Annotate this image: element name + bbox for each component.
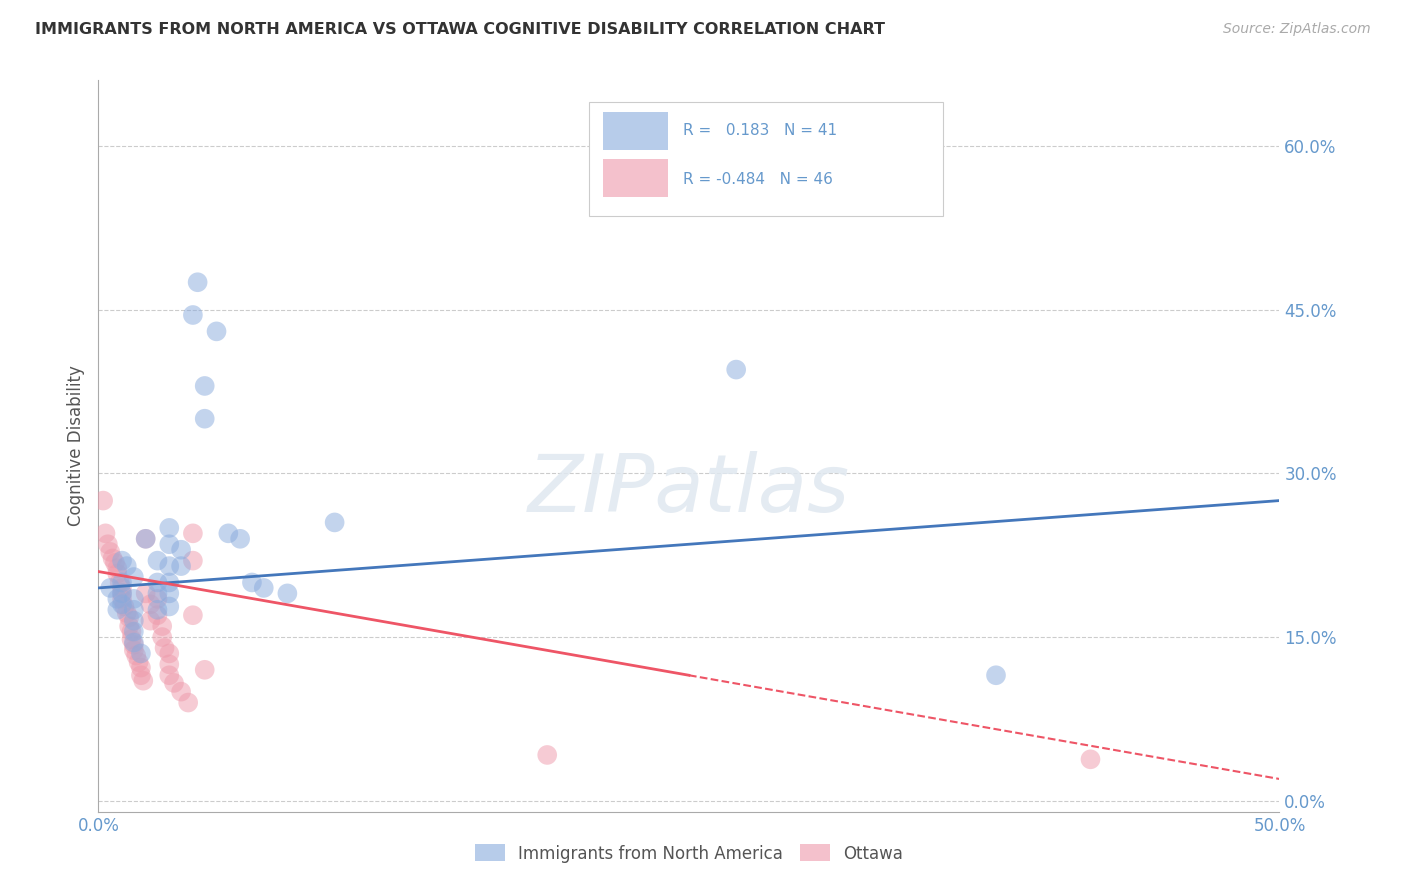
Point xyxy=(276,586,298,600)
Point xyxy=(157,668,180,682)
FancyBboxPatch shape xyxy=(603,160,668,197)
Point xyxy=(1080,752,1102,766)
Point xyxy=(240,575,263,590)
Point xyxy=(111,586,134,600)
Point xyxy=(157,521,180,535)
Point xyxy=(146,575,169,590)
Point xyxy=(122,624,145,639)
Point xyxy=(229,532,252,546)
Point xyxy=(105,561,128,575)
Text: R =   0.183   N = 41: R = 0.183 N = 41 xyxy=(683,122,837,137)
Point xyxy=(170,684,193,698)
Point xyxy=(111,581,134,595)
Legend: Immigrants from North America, Ottawa: Immigrants from North America, Ottawa xyxy=(468,838,910,869)
Y-axis label: Cognitive Disability: Cognitive Disability xyxy=(66,366,84,526)
Point xyxy=(111,586,134,600)
Point xyxy=(122,643,145,657)
Point xyxy=(146,603,169,617)
Point xyxy=(181,308,204,322)
Text: R = -0.484   N = 46: R = -0.484 N = 46 xyxy=(683,171,832,186)
Point xyxy=(104,556,127,570)
Point xyxy=(135,586,157,600)
Point xyxy=(170,542,193,557)
Point xyxy=(146,591,169,606)
Point xyxy=(115,559,138,574)
Point xyxy=(122,638,145,652)
Point xyxy=(111,575,134,590)
Point xyxy=(163,676,186,690)
Point xyxy=(205,324,228,338)
Point xyxy=(112,599,135,614)
Point xyxy=(105,591,128,606)
Point xyxy=(105,566,128,581)
Point xyxy=(111,597,134,611)
Point xyxy=(181,608,204,623)
Point xyxy=(111,554,134,568)
Point xyxy=(253,581,276,595)
Point xyxy=(129,660,152,674)
Point xyxy=(150,619,173,633)
Point xyxy=(129,668,152,682)
Point xyxy=(146,608,169,623)
Point xyxy=(105,603,128,617)
Point xyxy=(122,570,145,584)
Point xyxy=(181,526,204,541)
Point xyxy=(157,599,180,614)
Point xyxy=(157,537,180,551)
Point xyxy=(536,747,558,762)
Point xyxy=(118,610,141,624)
Point xyxy=(153,640,176,655)
Point xyxy=(177,696,200,710)
Point xyxy=(128,655,150,669)
Point xyxy=(157,647,180,661)
Point xyxy=(111,591,134,606)
Point xyxy=(122,591,145,606)
Text: IMMIGRANTS FROM NORTH AMERICA VS OTTAWA COGNITIVE DISABILITY CORRELATION CHART: IMMIGRANTS FROM NORTH AMERICA VS OTTAWA … xyxy=(35,22,886,37)
Point xyxy=(125,648,148,663)
Point xyxy=(181,554,204,568)
Point xyxy=(157,657,180,672)
Point xyxy=(121,624,143,639)
Point xyxy=(122,614,145,628)
Point xyxy=(101,551,124,566)
Point xyxy=(323,516,346,530)
Point xyxy=(118,619,141,633)
Point xyxy=(157,586,180,600)
Point xyxy=(115,606,138,620)
Point xyxy=(194,411,217,425)
Point xyxy=(139,597,162,611)
Point xyxy=(91,493,114,508)
Point xyxy=(129,647,152,661)
Point xyxy=(122,603,145,617)
Point xyxy=(98,545,121,559)
FancyBboxPatch shape xyxy=(589,103,943,216)
Point xyxy=(984,668,1007,682)
Point xyxy=(132,673,155,688)
Point xyxy=(194,663,217,677)
Point xyxy=(146,586,169,600)
Point xyxy=(122,635,145,649)
Text: ZIPatlas: ZIPatlas xyxy=(527,450,851,529)
Point xyxy=(157,559,180,574)
Point xyxy=(157,575,180,590)
Point xyxy=(94,526,117,541)
Point xyxy=(108,575,131,590)
Point xyxy=(150,630,173,644)
Text: Source: ZipAtlas.com: Source: ZipAtlas.com xyxy=(1223,22,1371,37)
Point xyxy=(217,526,239,541)
Point xyxy=(98,581,121,595)
Point xyxy=(725,362,748,376)
Point xyxy=(135,532,157,546)
Point xyxy=(170,559,193,574)
Point xyxy=(97,537,120,551)
Point xyxy=(194,379,217,393)
Point xyxy=(121,632,143,647)
Point xyxy=(135,532,157,546)
FancyBboxPatch shape xyxy=(603,112,668,150)
Point xyxy=(187,275,209,289)
Point xyxy=(146,554,169,568)
Point xyxy=(139,614,162,628)
